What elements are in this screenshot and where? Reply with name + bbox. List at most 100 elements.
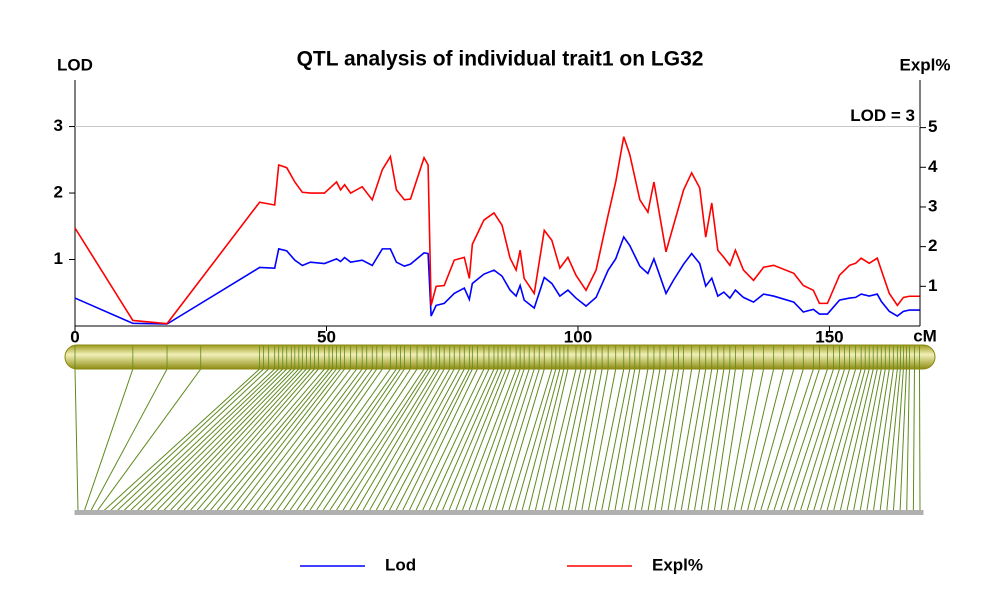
- marker-label: [419, 510, 427, 515]
- marker-link: [289, 368, 391, 511]
- y2-tick-label: 3: [928, 196, 937, 215]
- marker-label: [757, 510, 765, 515]
- marker-label: [114, 510, 122, 515]
- marker-link: [767, 368, 814, 511]
- marker-label: [770, 510, 778, 515]
- marker-label: [233, 510, 241, 515]
- marker-link: [641, 368, 667, 511]
- marker-link: [574, 368, 603, 511]
- marker-link: [813, 368, 857, 511]
- marker-label: [538, 510, 546, 515]
- marker-link: [534, 368, 569, 511]
- marker-label: [545, 510, 553, 515]
- marker-label: [724, 510, 732, 515]
- marker-label: [346, 510, 354, 515]
- marker-link: [163, 368, 300, 511]
- marker-link: [740, 368, 775, 511]
- marker-link: [117, 368, 269, 511]
- y-tick-label: 3: [54, 116, 63, 135]
- marker-link: [183, 368, 311, 511]
- marker-label: [876, 510, 884, 515]
- marker-label: [810, 510, 818, 515]
- marker-link: [873, 368, 894, 511]
- marker-link: [886, 368, 901, 511]
- marker-label: [293, 510, 301, 515]
- marker-label: [81, 510, 89, 515]
- marker-label: [160, 510, 168, 515]
- marker-label: [883, 510, 891, 515]
- marker-label: [412, 510, 420, 515]
- marker-label: [372, 510, 380, 515]
- marker-label: [386, 510, 394, 515]
- marker-label: [432, 510, 440, 515]
- marker-link: [488, 368, 535, 511]
- marker-link: [674, 368, 701, 511]
- marker-label: [333, 510, 341, 515]
- marker-label: [578, 510, 586, 515]
- marker-link: [203, 368, 325, 511]
- marker-link: [124, 368, 276, 511]
- marker-label: [472, 510, 480, 515]
- marker-link: [269, 368, 373, 511]
- marker-link: [508, 368, 553, 511]
- marker-label: [134, 510, 142, 515]
- marker-label: [664, 510, 672, 515]
- marker-label: [120, 510, 128, 515]
- marker-label: [260, 510, 268, 515]
- marker-label: [518, 510, 526, 515]
- marker-label: [889, 510, 897, 515]
- marker-link: [283, 368, 383, 511]
- marker-label: [326, 510, 334, 515]
- marker-label: [512, 510, 520, 515]
- marker-link: [501, 368, 545, 511]
- marker-label: [803, 510, 811, 515]
- marker-link: [515, 368, 557, 511]
- legend-label: Expl%: [652, 555, 703, 574]
- y2-axis-label: Expl%: [899, 55, 950, 74]
- marker-link: [879, 368, 898, 511]
- legend-label: Lod: [385, 555, 416, 574]
- marker-label: [352, 510, 360, 515]
- marker-label: [101, 510, 109, 515]
- marker-label: [200, 510, 208, 515]
- y-tick-label: 2: [54, 183, 63, 202]
- marker-label: [213, 510, 221, 515]
- marker-label: [299, 510, 307, 515]
- marker-link: [74, 368, 79, 511]
- marker-link: [349, 368, 437, 511]
- marker-link: [621, 368, 649, 511]
- marker-link: [733, 368, 765, 511]
- marker-link: [554, 368, 587, 511]
- marker-link: [216, 368, 333, 511]
- marker-link: [230, 368, 341, 511]
- marker-link: [634, 368, 661, 511]
- marker-label: [856, 510, 864, 515]
- marker-link: [918, 368, 921, 511]
- marker-label: [697, 510, 705, 515]
- marker-link: [753, 368, 795, 511]
- marker-link: [362, 368, 445, 511]
- x-axis-label: cM: [913, 326, 937, 345]
- x-tick-label: 0: [70, 327, 79, 346]
- marker-link: [800, 368, 846, 511]
- marker-link: [614, 368, 641, 511]
- marker-label: [246, 510, 254, 515]
- marker-label: [598, 510, 606, 515]
- marker-label: [585, 510, 593, 515]
- marker-link: [455, 368, 511, 511]
- marker-label: [790, 510, 798, 515]
- marker-link: [647, 368, 675, 511]
- marker-link: [700, 368, 725, 511]
- marker-label: [167, 510, 175, 515]
- marker-link: [342, 368, 432, 511]
- marker-link: [521, 368, 561, 511]
- marker-link: [382, 368, 461, 511]
- marker-label: [445, 510, 453, 515]
- marker-label: [339, 510, 347, 515]
- marker-link: [588, 368, 617, 511]
- marker-link: [84, 368, 134, 511]
- marker-label: [140, 510, 148, 515]
- marker-link: [660, 368, 685, 511]
- marker-link: [654, 368, 680, 511]
- marker-link: [495, 368, 540, 511]
